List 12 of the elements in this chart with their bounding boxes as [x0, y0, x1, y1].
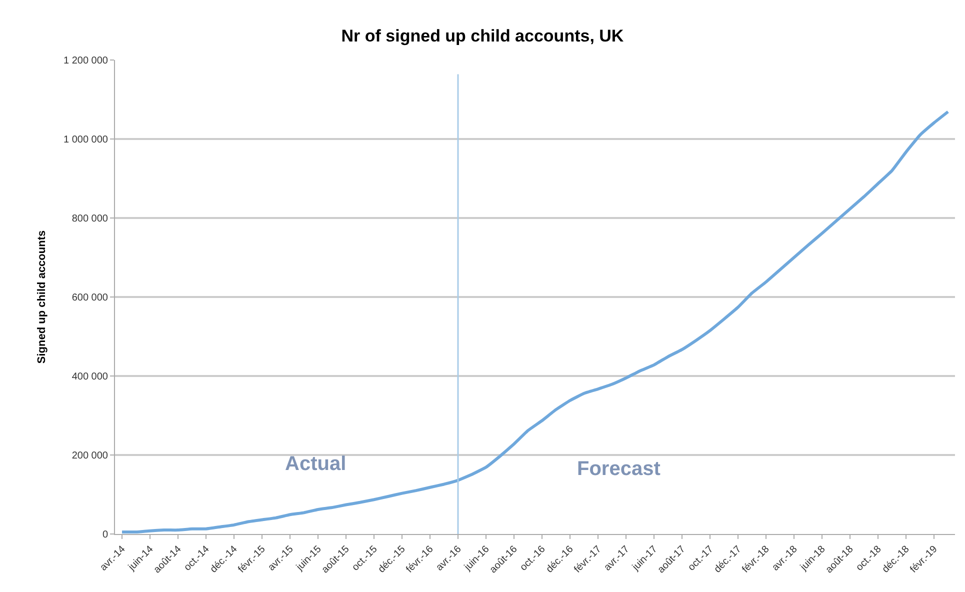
y-axis-title: Signed up child accounts	[36, 230, 48, 364]
y-tick-label: 600 000	[72, 292, 108, 304]
y-tick-label: 200 000	[72, 450, 108, 462]
y-tick-label: 0	[102, 530, 108, 540]
y-tick-label: 1 200 000	[64, 56, 108, 66]
annotation: Actual	[285, 453, 346, 475]
line-series	[120, 110, 950, 534]
y-tick-label: 400 000	[72, 372, 108, 382]
y-tick-label: 800 000	[72, 214, 108, 224]
chart-title: Nr of signed up child accounts, UK	[341, 26, 624, 46]
y-tick-label: 1 000 000	[64, 134, 108, 146]
annotation: Forecast	[577, 458, 661, 480]
